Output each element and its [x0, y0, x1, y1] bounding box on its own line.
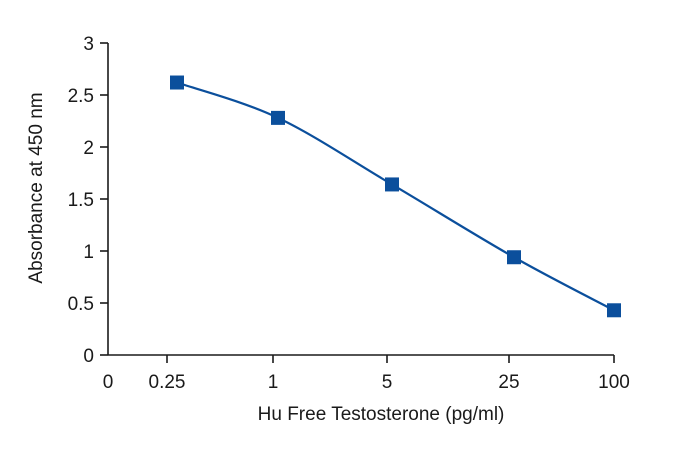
y-tick-label: 0 [83, 346, 94, 367]
y-axis-ticks: 0 0.5 1 1.5 2 2.5 3 [68, 34, 108, 367]
y-tick-label: 1.5 [68, 190, 94, 211]
y-tick-label: 3 [83, 34, 94, 55]
data-points [170, 75, 621, 318]
axes [107, 43, 614, 356]
x-tick-label: 1 [268, 372, 279, 393]
x-axis-title: Hu Free Testosterone (pg/ml) [258, 404, 505, 425]
data-point-marker [271, 110, 285, 125]
x-axis-ticks: 0 0.25 1 5 25 100 [103, 355, 630, 393]
x-tick-label: 5 [382, 372, 393, 393]
data-point-marker [607, 303, 621, 318]
y-tick-label: 2.5 [68, 86, 94, 107]
fitted-curve [176, 81, 615, 312]
y-tick-label: 2 [83, 138, 94, 159]
y-axis-title: Absorbance at 450 nm [26, 92, 47, 283]
data-point-marker [170, 75, 184, 90]
x-tick-label: 25 [498, 372, 519, 393]
data-point-marker [385, 177, 399, 192]
x-tick-label: 0 [103, 372, 114, 393]
y-tick-label: 1 [83, 242, 94, 263]
x-tick-label: 0.25 [149, 372, 186, 393]
y-tick-label: 0.5 [68, 294, 94, 315]
x-tick-label: 100 [598, 372, 630, 393]
data-point-marker [507, 250, 521, 265]
